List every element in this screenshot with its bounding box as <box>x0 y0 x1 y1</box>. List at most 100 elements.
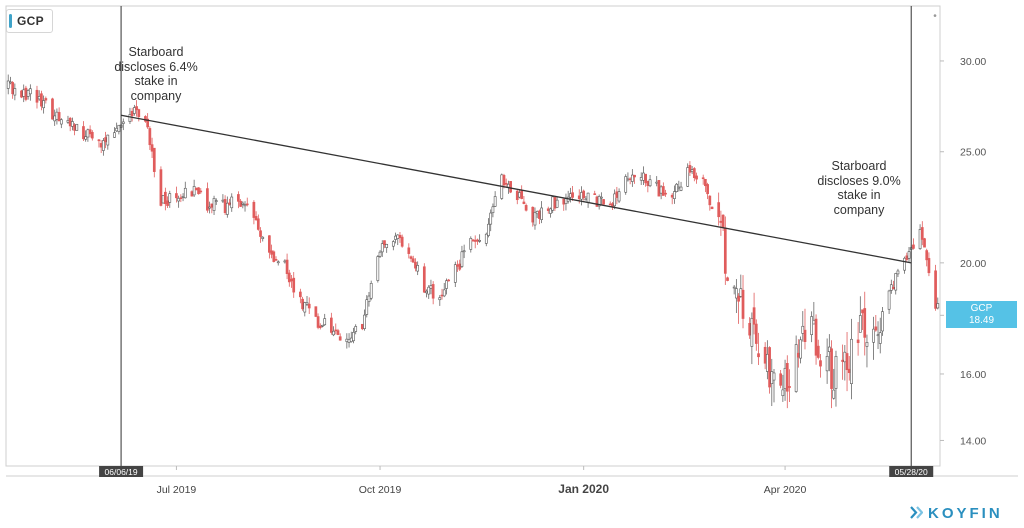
candle-body <box>796 352 800 358</box>
candle-body <box>695 175 698 180</box>
candle-body <box>456 264 459 267</box>
candle-body <box>613 193 617 207</box>
last-price-value: 18.49 <box>968 315 995 326</box>
candle-body <box>26 90 30 97</box>
candle-body <box>639 177 643 181</box>
candle-body <box>661 186 665 196</box>
candle-body <box>237 194 240 202</box>
candle-body <box>770 371 774 385</box>
candle-body <box>686 167 690 187</box>
candle-body <box>737 295 740 302</box>
candle-body <box>564 198 568 204</box>
candle-body <box>701 177 705 180</box>
candle-body <box>794 344 798 392</box>
candle-body <box>655 181 659 184</box>
candle-body <box>484 233 488 244</box>
candle-body <box>462 250 466 253</box>
candle-body <box>830 348 833 389</box>
candle-body <box>336 330 340 335</box>
candle-body <box>453 264 457 283</box>
annotation-line: discloses 9.0% <box>817 173 901 188</box>
ticker-selector[interactable]: GCP <box>6 9 53 33</box>
candle-body <box>593 193 597 195</box>
candle-body <box>509 181 512 193</box>
candle-body <box>719 220 723 223</box>
candle-body <box>20 90 23 98</box>
candle-body <box>135 106 138 111</box>
candle-body <box>679 186 683 191</box>
candle-body <box>305 302 309 305</box>
candle-body <box>690 169 694 172</box>
candle-body <box>230 196 234 209</box>
axis-settings-icon: • <box>933 11 937 22</box>
candle-body <box>478 240 481 242</box>
candle-body <box>918 229 922 249</box>
candle-body <box>369 283 373 299</box>
candle-body <box>657 180 661 197</box>
candle-body <box>179 197 183 200</box>
candle-body <box>659 186 663 194</box>
candle-body <box>447 279 451 282</box>
candle-body <box>816 345 820 358</box>
candle-body <box>283 260 287 263</box>
candle-body <box>887 290 891 310</box>
candle-body <box>896 270 900 275</box>
candle-body <box>507 183 510 188</box>
candle-body <box>471 239 475 242</box>
candle-body <box>329 317 333 333</box>
candle-body <box>133 107 136 114</box>
candle-body <box>190 191 194 197</box>
candle-body <box>617 191 621 202</box>
candle-body <box>708 195 712 206</box>
candle-body <box>754 323 758 344</box>
event-date-label: 05/28/20 <box>895 467 928 477</box>
candle-body <box>861 309 864 314</box>
candle-body <box>779 373 782 386</box>
x-tick-label: Jul 2019 <box>157 484 197 496</box>
candle-body <box>146 118 150 128</box>
candle-body <box>9 81 12 84</box>
annotation-starboard-9-0: Starboard discloses 9.0% stake in compan… <box>800 159 918 217</box>
candle-body <box>181 196 185 198</box>
annotation-line: Starboard <box>128 45 184 59</box>
candle-body <box>128 114 132 122</box>
candle-body <box>409 256 413 259</box>
candle-body <box>44 98 48 101</box>
candle-body <box>274 259 278 261</box>
candle-body <box>378 251 382 257</box>
candle-body <box>164 191 167 205</box>
annotation-starboard-6-4: Starboard discloses 6.4% stake in compan… <box>96 45 216 103</box>
candle-body <box>365 299 369 315</box>
event-date-label-bg <box>889 466 934 477</box>
candle-body <box>431 284 435 299</box>
candle-body <box>427 286 431 295</box>
candle-body <box>664 192 667 195</box>
candle-body <box>489 212 493 225</box>
candle-body <box>723 227 727 274</box>
candle-body <box>194 187 198 191</box>
candle-body <box>175 193 178 199</box>
candle-body <box>580 192 583 200</box>
koyfin-logo-text: KOYFIN <box>928 505 1003 522</box>
koyfin-logo: KOYFIN <box>910 505 1003 522</box>
candle-body <box>549 208 552 214</box>
candle-body <box>881 311 884 332</box>
candle-body <box>84 136 88 140</box>
candle-body <box>68 117 72 127</box>
candle-body <box>90 131 94 139</box>
candle-body <box>524 205 528 211</box>
candle-body <box>493 196 497 207</box>
candle-body <box>810 316 813 335</box>
candle-body <box>889 284 893 291</box>
candle-body <box>407 247 411 254</box>
annotation-line: stake in <box>837 188 881 202</box>
annotation-line: Starboard <box>831 159 887 173</box>
candle-body <box>907 251 911 259</box>
candle-body <box>272 251 276 262</box>
candle-body <box>276 261 280 264</box>
candle-body <box>22 89 26 97</box>
candle-body <box>927 258 931 274</box>
candle-body <box>562 198 566 205</box>
candle-body <box>261 236 265 239</box>
candle-body <box>628 178 632 181</box>
